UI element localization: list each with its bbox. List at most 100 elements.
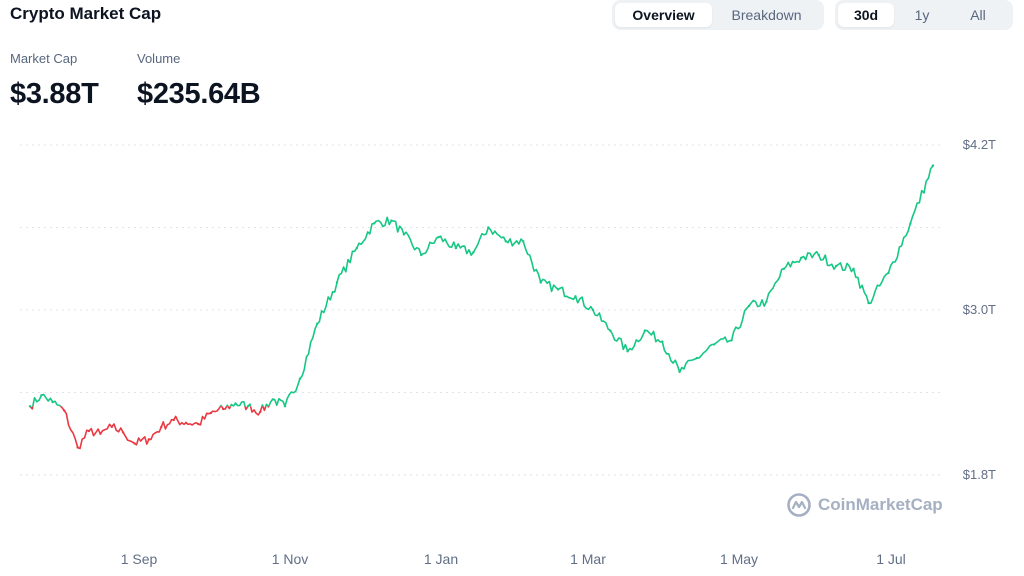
data-point bbox=[390, 219, 393, 222]
x-tick-label: 1 Mar bbox=[570, 551, 606, 567]
volume-label: Volume bbox=[137, 51, 181, 66]
line-segment-up bbox=[229, 400, 246, 407]
data-point bbox=[800, 256, 803, 259]
coinmarketcap-watermark: CoinMarketCap bbox=[786, 492, 943, 518]
data-point bbox=[713, 343, 716, 346]
data-point bbox=[852, 267, 855, 270]
data-point bbox=[678, 370, 681, 374]
data-point bbox=[335, 281, 339, 284]
coinmarketcap-logo-icon bbox=[787, 493, 811, 517]
data-point bbox=[373, 222, 376, 225]
data-point bbox=[62, 409, 66, 412]
data-point bbox=[539, 281, 542, 284]
x-tick-label: 1 Jan bbox=[424, 551, 458, 567]
data-point bbox=[609, 329, 612, 332]
line-segment-down bbox=[59, 405, 222, 450]
data-point bbox=[909, 222, 912, 225]
data-point bbox=[298, 377, 302, 380]
x-axis: 1 Sep 1 Nov 1 Jan 1 Mar 1 May 1 Jul bbox=[121, 551, 906, 567]
data-point bbox=[99, 432, 102, 435]
data-point bbox=[147, 438, 151, 441]
line-segment-up bbox=[225, 404, 229, 407]
data-point bbox=[316, 322, 319, 325]
data-point bbox=[402, 233, 406, 236]
data-point bbox=[887, 271, 890, 275]
data-point bbox=[355, 246, 358, 250]
data-point bbox=[197, 422, 200, 426]
data-point bbox=[87, 429, 91, 433]
data-point bbox=[626, 350, 629, 353]
data-point bbox=[420, 253, 423, 257]
data-point bbox=[283, 405, 287, 408]
data-point bbox=[133, 442, 136, 445]
line-segment-down bbox=[249, 406, 263, 416]
tab-overview[interactable]: Overview bbox=[615, 3, 713, 27]
data-point bbox=[522, 240, 525, 243]
line-segment-down bbox=[267, 405, 270, 408]
data-point bbox=[867, 301, 870, 305]
y-tick-label: $3.0T bbox=[963, 302, 996, 317]
market-cap-value: $3.88T bbox=[10, 78, 99, 110]
data-point bbox=[271, 398, 274, 401]
data-point bbox=[661, 340, 664, 343]
data-point bbox=[574, 295, 577, 298]
line-segment-up bbox=[261, 404, 264, 407]
data-point bbox=[591, 308, 595, 312]
data-point bbox=[504, 240, 507, 243]
x-tick-label: 1 Nov bbox=[272, 551, 309, 567]
data-point bbox=[817, 253, 820, 257]
range-toggle: 30d 1y All bbox=[835, 0, 1013, 30]
line-segment-up bbox=[268, 165, 934, 408]
data-point bbox=[835, 264, 838, 268]
data-point bbox=[487, 226, 490, 229]
x-tick-label: 1 May bbox=[720, 551, 758, 567]
data-point bbox=[782, 267, 786, 270]
x-tick-label: 1 Sep bbox=[121, 551, 158, 567]
line-segment-down bbox=[227, 405, 232, 410]
tab-breakdown[interactable]: Breakdown bbox=[731, 7, 802, 23]
market-cap-label: Market Cap bbox=[10, 51, 78, 66]
data-point bbox=[437, 235, 440, 239]
data-point bbox=[121, 431, 125, 434]
data-point bbox=[472, 251, 475, 254]
watermark-text: CoinMarketCap bbox=[818, 495, 943, 514]
y-axis: $4.2T $3.0T $1.8T bbox=[963, 137, 996, 482]
data-point bbox=[28, 405, 32, 408]
data-point bbox=[110, 425, 114, 429]
volume-value: $235.64B bbox=[137, 78, 261, 110]
data-point bbox=[209, 411, 212, 415]
data-point bbox=[222, 407, 225, 411]
data-point bbox=[643, 329, 647, 332]
data-point bbox=[172, 418, 175, 422]
data-point bbox=[160, 425, 163, 429]
line-segment-up bbox=[32, 393, 62, 407]
line-segment-up bbox=[219, 404, 223, 407]
range-1y[interactable]: 1y bbox=[914, 7, 930, 23]
page-title: Crypto Market Cap bbox=[10, 4, 162, 23]
data-point bbox=[76, 446, 79, 449]
data-point bbox=[246, 405, 250, 408]
data-point bbox=[730, 339, 733, 342]
data-point bbox=[765, 300, 768, 303]
market-cap-series[interactable] bbox=[28, 164, 935, 450]
data-point bbox=[40, 394, 43, 397]
line-segment-up bbox=[265, 403, 269, 407]
data-point bbox=[454, 246, 458, 250]
data-point bbox=[747, 304, 751, 308]
view-toggle: Overview Breakdown bbox=[612, 0, 824, 30]
x-tick-label: 1 Jul bbox=[876, 551, 906, 567]
data-point bbox=[184, 421, 188, 424]
grid-lines bbox=[20, 144, 940, 476]
data-point bbox=[259, 410, 262, 413]
line-segment-down bbox=[244, 405, 249, 411]
range-30d[interactable]: 30d bbox=[838, 3, 894, 27]
y-tick-label: $4.2T bbox=[963, 137, 996, 152]
data-point bbox=[931, 164, 935, 167]
data-point bbox=[51, 400, 54, 404]
data-point bbox=[556, 288, 560, 291]
data-point bbox=[695, 356, 699, 360]
range-all[interactable]: All bbox=[970, 7, 986, 23]
line-segment-down bbox=[262, 406, 267, 412]
y-tick-label: $1.8T bbox=[963, 467, 996, 482]
